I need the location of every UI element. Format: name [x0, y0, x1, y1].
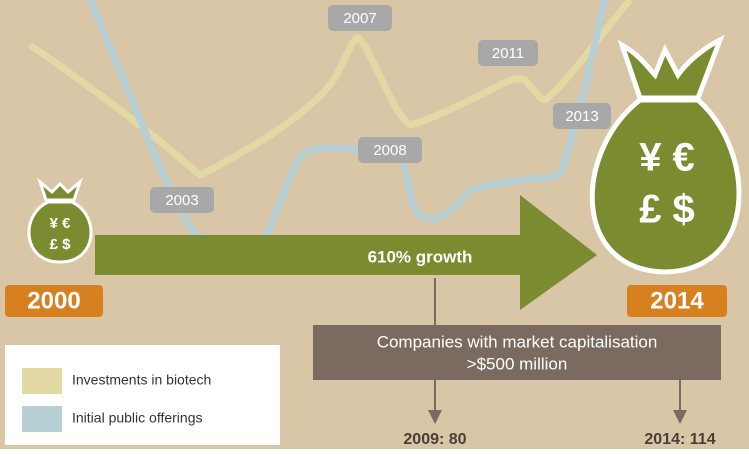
year-label: 2011 [492, 45, 524, 62]
label-box [358, 137, 422, 163]
count-label: 2014: 114 [644, 431, 715, 448]
legend-swatch [22, 368, 62, 394]
label-box [328, 5, 392, 31]
small-bag: ¥ € £ $ [27, 177, 93, 264]
year-badge [5, 285, 103, 317]
bag-symbols: ¥ € [50, 215, 72, 232]
legend: Investments in biotech Initial public of… [5, 345, 280, 445]
legend-label: Initial public offerings [72, 410, 202, 426]
companies-text: Companies with market capitalisation [377, 332, 658, 351]
bag-body [589, 97, 742, 275]
label-box [150, 187, 214, 213]
year-labels: 2007 2011 2013 2008 2003 [150, 5, 611, 213]
end-year: 2014 [650, 287, 704, 314]
start-year: 2000 [27, 287, 80, 314]
count-label: 2009: 80 [403, 431, 466, 448]
companies-text: >$500 million [467, 354, 568, 373]
bag-symbols: £ $ [639, 188, 695, 232]
label-box [553, 103, 611, 129]
growth-arrow [95, 195, 597, 310]
label-box [478, 40, 538, 66]
legend-swatch [22, 406, 62, 432]
legend-label: Investments in biotech [72, 372, 211, 388]
pointer-head [673, 410, 687, 424]
year-label: 2008 [373, 142, 406, 159]
bag-top [36, 177, 84, 202]
year-label: 2003 [165, 192, 198, 209]
big-bag: ¥ € £ $ [589, 34, 742, 275]
growth-label: 610% growth [368, 247, 473, 266]
year-badge [627, 285, 727, 317]
year-label: 2013 [565, 108, 598, 125]
pointer-head [428, 410, 442, 424]
bag-symbols: ¥ € [639, 136, 695, 180]
bag-top [617, 34, 725, 101]
bag-body [27, 200, 93, 264]
bag-symbols: £ $ [50, 236, 72, 253]
year-label: 2007 [343, 10, 376, 27]
companies-box [313, 325, 721, 380]
biotech-line [28, 0, 633, 180]
